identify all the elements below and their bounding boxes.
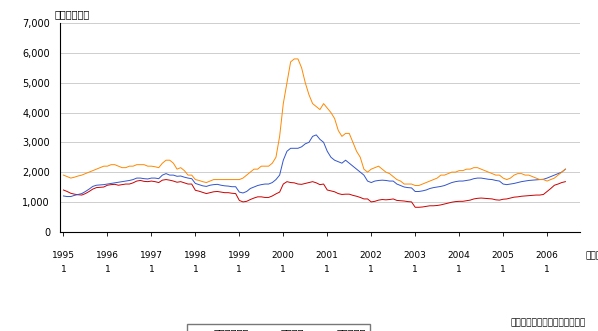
情報通信業 (492, 173, 499, 177)
情報通信業 (562, 167, 569, 171)
東証株価指数 (60, 188, 67, 192)
電気機器 (313, 133, 320, 137)
電気機器 (261, 182, 269, 186)
電気機器 (353, 167, 360, 171)
東証株価指数 (411, 205, 419, 209)
電気機器 (558, 170, 565, 174)
Text: 1: 1 (412, 265, 418, 274)
Text: 1: 1 (105, 265, 110, 274)
Text: 1: 1 (368, 265, 374, 274)
Text: 2004: 2004 (448, 251, 471, 260)
Text: 1: 1 (60, 265, 66, 274)
東証株価指数 (426, 204, 434, 208)
Text: 1998: 1998 (184, 251, 207, 260)
Line: 電気機器: 電気機器 (63, 135, 565, 197)
Text: 2006: 2006 (536, 251, 559, 260)
電気機器 (426, 187, 434, 191)
情報通信業 (558, 170, 565, 174)
東証株価指数 (558, 181, 565, 185)
情報通信業 (291, 57, 298, 61)
Text: 1: 1 (280, 265, 286, 274)
情報通信業 (243, 173, 250, 177)
東証株価指数 (562, 180, 569, 184)
Text: 2001: 2001 (316, 251, 338, 260)
Text: 1: 1 (148, 265, 154, 274)
東証株価指数 (492, 198, 499, 202)
Text: 2003: 2003 (404, 251, 426, 260)
東証株価指数 (247, 198, 254, 202)
Text: 1997: 1997 (140, 251, 163, 260)
電気機器 (492, 178, 499, 182)
Legend: 東証株価指数, 電気機器, 情報通信業: 東証株価指数, 電気機器, 情報通信業 (187, 324, 370, 331)
Text: 1996: 1996 (96, 251, 119, 260)
情報通信業 (258, 164, 265, 168)
情報通信業 (349, 140, 356, 144)
Text: 1: 1 (544, 265, 550, 274)
東証株価指数 (261, 195, 269, 199)
東証株価指数 (163, 177, 170, 181)
Line: 情報通信業: 情報通信業 (63, 59, 565, 185)
東証株価指数 (349, 193, 356, 197)
Text: 2002: 2002 (360, 251, 383, 260)
Text: 1: 1 (193, 265, 198, 274)
電気機器 (60, 194, 67, 198)
電気機器 (562, 167, 569, 171)
Text: （ポイント）: （ポイント） (54, 9, 90, 19)
情報通信業 (411, 183, 419, 187)
Text: 1995: 1995 (52, 251, 75, 260)
Text: 2005: 2005 (492, 251, 514, 260)
Text: 1999: 1999 (228, 251, 251, 260)
電気機器 (63, 195, 71, 199)
Text: 1: 1 (501, 265, 506, 274)
Text: 1: 1 (456, 265, 462, 274)
Text: （年・月）: （年・月） (586, 251, 598, 260)
電気機器 (247, 187, 254, 191)
Line: 東証株価指数: 東証株価指数 (63, 179, 565, 207)
Text: 1: 1 (324, 265, 330, 274)
Text: 東京証券取引所資料により作成: 東京証券取引所資料により作成 (511, 319, 586, 328)
Text: 2000: 2000 (272, 251, 295, 260)
情報通信業 (60, 173, 67, 177)
情報通信業 (426, 179, 434, 183)
Text: 1: 1 (236, 265, 242, 274)
